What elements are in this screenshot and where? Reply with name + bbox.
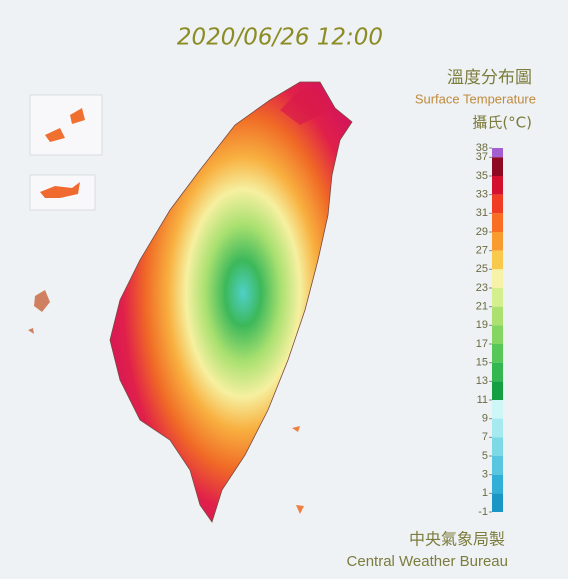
colorbar-segment	[492, 250, 503, 270]
colorbar-segment	[492, 381, 503, 400]
colorbar-segment	[492, 269, 503, 288]
tick-label: 29	[476, 226, 488, 238]
tick-label: 21	[476, 301, 488, 313]
tick-label: 17	[476, 338, 488, 350]
tick-label: 23	[476, 282, 488, 294]
tick-label: 7	[482, 431, 488, 443]
colorbar-segment	[492, 344, 503, 363]
agency-en: Central Weather Bureau	[347, 553, 508, 570]
colorbar-segment	[492, 493, 503, 512]
colorbar-segment	[492, 194, 503, 214]
colorbar-segment	[492, 176, 503, 195]
colorbar-segment	[492, 456, 503, 475]
tick-label: 33	[476, 189, 488, 201]
legend-title-zh: 溫度分布圖	[447, 68, 532, 88]
colorbar-segment	[492, 213, 503, 232]
tick-label: 15	[476, 357, 488, 369]
colorbar-segment	[492, 325, 503, 344]
colorbar-segment	[492, 148, 503, 158]
colorbar-segment	[492, 437, 503, 456]
colorbar-segment	[492, 400, 503, 419]
colorbar-segment	[492, 362, 503, 382]
tick-label: -1	[478, 506, 488, 518]
colorbar-segment	[492, 306, 503, 326]
timestamp: 2020/06/26 12:00	[177, 25, 383, 51]
tick-label: 38	[476, 142, 488, 154]
tick-label: 19	[476, 319, 488, 331]
taiwan-island	[109, 81, 353, 523]
legend-unit: 攝氏(°C)	[472, 114, 532, 132]
tick-label: 5	[482, 450, 488, 462]
tick-label: 35	[476, 170, 488, 182]
tick-label: 27	[476, 245, 488, 257]
penghu-islands	[28, 290, 50, 334]
tick-label: 1	[482, 487, 488, 499]
legend-title-en: Surface Temperature	[415, 91, 536, 106]
agency-zh: 中央氣象局製	[409, 530, 505, 549]
tick-label: 9	[482, 413, 488, 425]
tick-label: 31	[476, 207, 488, 219]
tick-label: 3	[482, 469, 488, 481]
north-hot-area	[280, 88, 330, 125]
kinmen-islands	[40, 182, 80, 198]
colorbar-segment	[492, 157, 503, 176]
tick-label: 11	[477, 394, 488, 406]
colorbar-segment	[492, 418, 503, 438]
colorbar-segment	[492, 474, 503, 494]
matsu-inset	[29, 94, 103, 156]
tick-label: 13	[476, 375, 488, 387]
tick-label: 25	[476, 263, 488, 275]
colorbar-segment	[492, 288, 503, 307]
tick-label: 37	[476, 151, 488, 163]
colorbar-segment	[492, 232, 503, 251]
matsu-islands	[45, 108, 85, 142]
